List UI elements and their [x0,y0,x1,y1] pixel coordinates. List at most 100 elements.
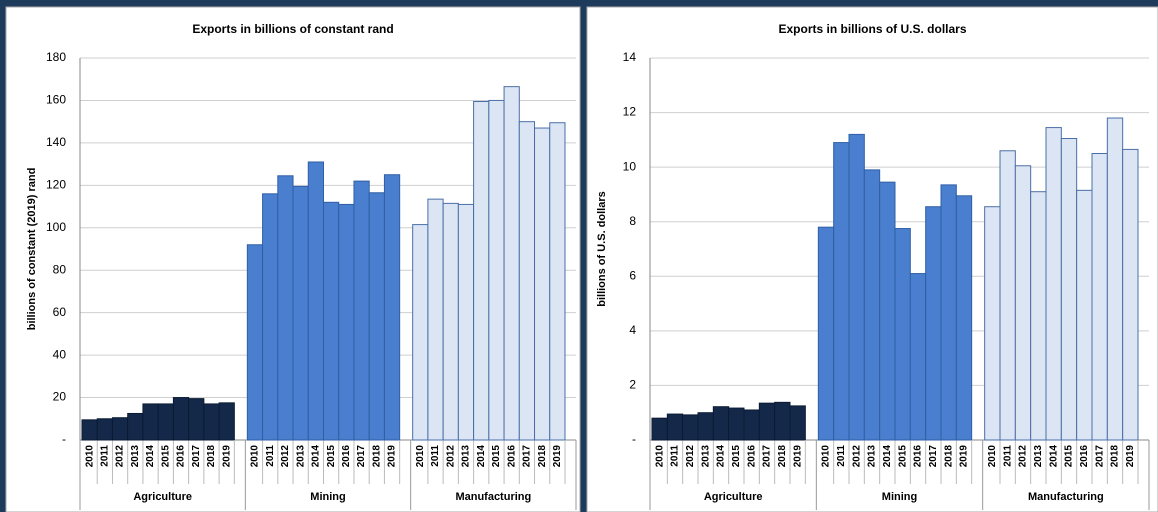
bar [246,244,264,441]
y-axis-label: billions of constant (2019) rand [26,168,38,331]
bar [743,409,760,441]
x-tick-label: 2013 [867,445,878,468]
bar [1060,137,1078,441]
bar [1091,153,1108,441]
y-tick-label: 10 [623,159,637,173]
y-tick-label: - [62,432,66,446]
bar [503,86,520,441]
bar [142,403,159,441]
bar [833,142,850,441]
bar [534,127,551,441]
bar [848,133,865,441]
x-tick-label: 2014 [1048,445,1059,468]
x-tick-label: 2016 [746,445,757,468]
bar [292,185,309,441]
x-tick-label: 2016 [913,445,924,468]
bar [549,122,566,441]
y-tick-label: 8 [629,214,636,228]
x-tick-label: 2018 [1110,445,1121,468]
x-tick-label: 2013 [295,445,306,468]
bar [442,202,459,441]
chart-title: Exports in billions of constant rand [192,22,393,36]
bar [728,407,745,441]
x-tick-label: 2014 [145,445,156,468]
x-tick-label: 2016 [341,445,352,468]
x-tick-label: 2019 [792,445,803,468]
group-label: Agriculture [704,491,763,503]
bar [697,412,714,441]
y-tick-label: 4 [629,323,636,337]
x-tick-label: 2018 [943,445,954,468]
y-axis-label: billions of U.S. dollars [596,191,608,307]
x-tick-label: 2011 [99,445,110,467]
group-label: Manufacturing [1028,491,1104,503]
bar [894,228,911,441]
bar [111,417,129,441]
x-tick-label: 2017 [522,445,533,468]
x-tick-label: 2014 [716,445,727,468]
x-tick-label: 2010 [987,445,998,468]
x-tick-label: 2013 [1033,445,1044,468]
x-tick-label: 2019 [387,445,398,468]
x-tick-label: 2010 [84,445,95,468]
x-tick-label: 2019 [1125,445,1136,468]
x-tick-label: 2010 [821,445,832,468]
x-tick-label: 2012 [685,445,696,468]
bar [925,206,942,441]
bar [96,418,113,441]
x-tick-label: 2019 [959,445,970,468]
bar [368,192,385,441]
x-tick-label: 2017 [191,445,202,468]
bar [203,403,220,441]
x-tick-label: 2012 [115,445,126,468]
x-tick-label: 2015 [491,445,502,468]
bar [1076,189,1093,441]
x-tick-label: 2013 [461,445,472,468]
y-tick-label: 40 [53,347,67,361]
group-label: Mining [310,491,345,503]
chart-title: Exports in billions of U.S. dollars [778,22,966,36]
group-label: Mining [882,491,917,503]
bar [457,203,475,441]
y-tick-label: - [632,432,636,446]
x-tick-label: 2010 [250,445,261,468]
x-tick-label: 2016 [1079,445,1090,468]
bar [666,413,684,441]
bar [879,181,896,441]
bar [712,406,730,441]
x-tick-label: 2011 [836,445,847,467]
bar [984,206,1001,441]
bar [1045,127,1062,441]
x-tick-label: 2015 [160,445,171,468]
bar [277,175,294,441]
bar [427,198,444,441]
x-tick-label: 2011 [1002,445,1013,467]
bar [1106,117,1124,441]
y-tick-label: 2 [629,378,636,392]
y-tick-label: 80 [53,262,67,276]
x-tick-label: 2015 [326,445,337,468]
x-tick-label: 2012 [851,445,862,468]
x-tick-label: 2014 [882,445,893,468]
x-tick-label: 2015 [897,445,908,468]
bar [1030,191,1047,441]
x-tick-label: 2015 [1064,445,1075,468]
x-tick-label: 2012 [445,445,456,468]
bar [518,121,536,441]
x-tick-label: 2018 [371,445,382,468]
x-tick-label: 2019 [221,445,232,468]
y-tick-label: 6 [629,268,636,282]
bar [157,403,174,441]
x-tick-label: 2011 [670,445,681,467]
bar [817,226,835,441]
x-tick-label: 2017 [1094,445,1105,468]
x-tick-label: 2018 [777,445,788,468]
bar [353,180,370,441]
x-tick-label: 2017 [356,445,367,468]
group-label: Manufacturing [455,491,531,503]
bar [488,99,505,441]
bar [172,397,190,441]
bar [758,402,776,441]
x-tick-label: 2014 [476,445,487,468]
y-tick-label: 120 [46,178,66,192]
